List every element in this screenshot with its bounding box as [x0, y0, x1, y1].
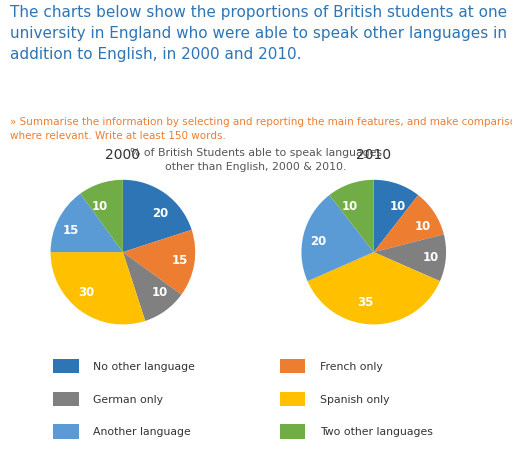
Text: 35: 35 — [357, 295, 374, 308]
Text: 10: 10 — [92, 199, 108, 212]
Text: 10: 10 — [423, 250, 439, 263]
Wedge shape — [123, 180, 191, 253]
Bar — [280, 424, 306, 438]
Text: Two other languages: Two other languages — [319, 427, 433, 437]
Wedge shape — [308, 253, 440, 325]
Title: 2010: 2010 — [356, 147, 391, 161]
Wedge shape — [374, 180, 418, 253]
Text: 10: 10 — [390, 200, 406, 212]
Bar — [53, 392, 79, 406]
Text: 30: 30 — [78, 286, 94, 299]
Wedge shape — [374, 196, 444, 253]
Wedge shape — [374, 235, 446, 281]
Wedge shape — [80, 180, 123, 253]
Text: Spanish only: Spanish only — [319, 394, 389, 404]
Wedge shape — [302, 196, 374, 281]
Bar — [280, 392, 306, 406]
Text: 10: 10 — [152, 286, 168, 299]
Text: 20: 20 — [152, 207, 168, 219]
Text: 10: 10 — [415, 219, 431, 232]
Wedge shape — [123, 230, 195, 295]
Bar — [280, 359, 306, 373]
Wedge shape — [329, 180, 374, 253]
Text: 10: 10 — [342, 200, 358, 212]
Text: The charts below show the proportions of British students at one
university in E: The charts below show the proportions of… — [10, 5, 507, 61]
Bar — [53, 359, 79, 373]
Bar — [53, 424, 79, 438]
Text: 15: 15 — [172, 254, 188, 267]
Text: No other language: No other language — [94, 362, 196, 372]
Text: » Summarise the information by selecting and reporting the main features, and ma: » Summarise the information by selecting… — [10, 117, 512, 141]
Text: 15: 15 — [62, 224, 79, 237]
Wedge shape — [51, 194, 123, 253]
Text: 20: 20 — [310, 234, 326, 247]
Text: % of British Students able to speak languages
other than English, 2000 & 2010.: % of British Students able to speak lang… — [130, 148, 382, 172]
Title: 2000: 2000 — [105, 147, 140, 161]
Wedge shape — [51, 253, 145, 325]
Text: French only: French only — [319, 362, 382, 372]
Wedge shape — [123, 253, 181, 321]
Text: German only: German only — [94, 394, 163, 404]
Text: Another language: Another language — [94, 427, 191, 437]
